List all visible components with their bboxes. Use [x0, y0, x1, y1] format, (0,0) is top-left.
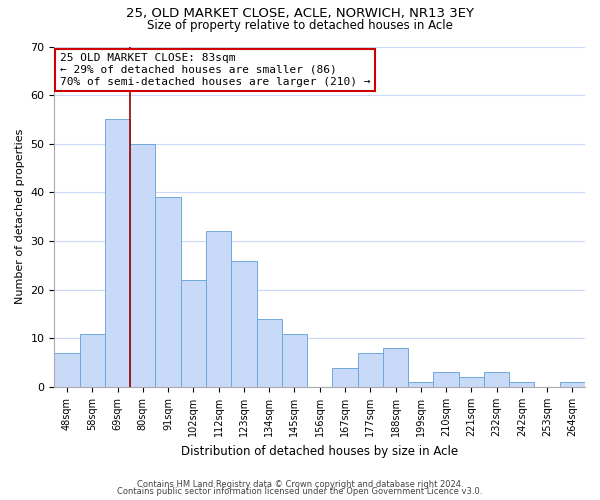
Bar [155, 198, 181, 387]
Bar [560, 382, 585, 387]
Bar [231, 260, 257, 387]
Bar [55, 353, 80, 387]
Bar [509, 382, 535, 387]
Bar [257, 319, 282, 387]
Bar [282, 334, 307, 387]
Bar [358, 353, 383, 387]
Text: 25, OLD MARKET CLOSE, ACLE, NORWICH, NR13 3EY: 25, OLD MARKET CLOSE, ACLE, NORWICH, NR1… [126, 8, 474, 20]
Bar [332, 368, 358, 387]
Y-axis label: Number of detached properties: Number of detached properties [15, 129, 25, 304]
Bar [105, 120, 130, 387]
Bar [206, 232, 231, 387]
Bar [80, 334, 105, 387]
Text: 25 OLD MARKET CLOSE: 83sqm
← 29% of detached houses are smaller (86)
70% of semi: 25 OLD MARKET CLOSE: 83sqm ← 29% of deta… [60, 54, 370, 86]
Bar [408, 382, 433, 387]
Bar [181, 280, 206, 387]
Bar [433, 372, 458, 387]
X-axis label: Distribution of detached houses by size in Acle: Distribution of detached houses by size … [181, 444, 458, 458]
Text: Contains public sector information licensed under the Open Government Licence v3: Contains public sector information licen… [118, 487, 482, 496]
Bar [383, 348, 408, 387]
Bar [484, 372, 509, 387]
Bar [130, 144, 155, 387]
Text: Contains HM Land Registry data © Crown copyright and database right 2024.: Contains HM Land Registry data © Crown c… [137, 480, 463, 489]
Text: Size of property relative to detached houses in Acle: Size of property relative to detached ho… [147, 19, 453, 32]
Bar [458, 378, 484, 387]
